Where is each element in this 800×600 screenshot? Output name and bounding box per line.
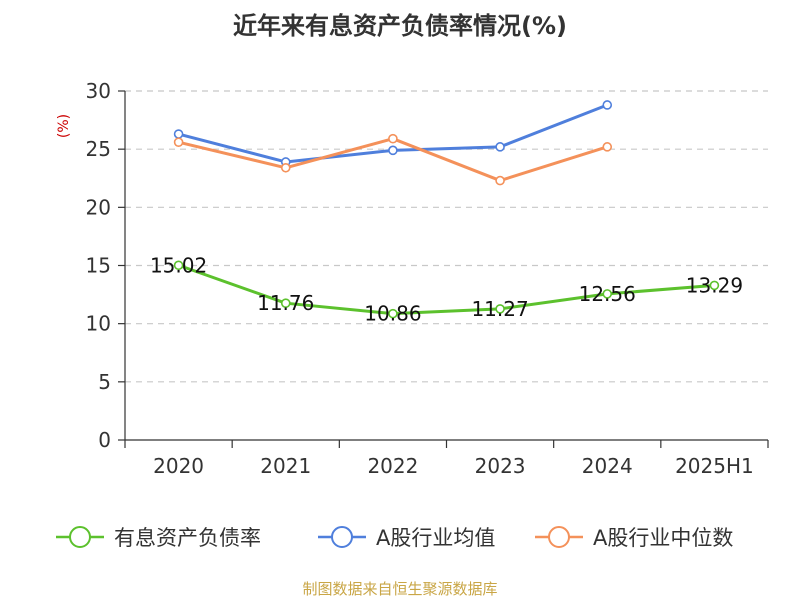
legend-swatch-marker <box>548 526 570 548</box>
x-tick-label: 2025H1 <box>675 454 754 478</box>
data-point <box>173 137 184 147</box>
y-tick-label: 5 <box>98 370 111 394</box>
legend-swatch-marker <box>69 526 91 548</box>
data-label: 15.02 <box>150 253 207 277</box>
y-tick-label: 25 <box>86 137 111 161</box>
series-line <box>177 137 609 183</box>
data-point <box>280 298 291 308</box>
data-label: 10.86 <box>364 302 421 326</box>
data-label: 11.27 <box>471 297 528 321</box>
chart-title: 近年来有息资产负债率情况(%) <box>233 12 567 40</box>
x-tick-label: 2021 <box>260 454 311 478</box>
data-label: 11.76 <box>257 291 314 315</box>
legend-label: 有息资产负债率 <box>114 526 261 550</box>
data-point <box>173 129 184 139</box>
x-tick-label: 2023 <box>475 454 526 478</box>
legend-label: A股行业中位数 <box>593 526 733 550</box>
x-tick-label: 2022 <box>367 454 418 478</box>
x-tick-label: 2020 <box>153 454 204 478</box>
axes: 0 5 10 15 20 25 30 2020 2021 2022 2023 2024 2025H1 <box>86 79 769 478</box>
y-tick-label: 0 <box>98 428 111 452</box>
data-point <box>602 100 613 110</box>
data-point <box>495 142 505 152</box>
data-point <box>388 145 398 156</box>
source-note: 制图数据来自恒生聚源数据库 <box>302 580 497 598</box>
legend-swatch-marker <box>331 526 353 548</box>
legend: 有息资产负债率 A股行业均值 A股行业中位数 <box>56 526 733 550</box>
data-point <box>602 289 613 299</box>
grid-lines <box>125 90 768 383</box>
data-label: 13.29 <box>686 273 743 297</box>
data-point <box>495 304 505 314</box>
series-line <box>177 263 716 316</box>
y-tick-label: 20 <box>86 195 111 219</box>
y-tick-label: 30 <box>86 79 111 103</box>
data-labels: 15.02 11.76 10.86 11.27 12.56 13.29 <box>150 253 743 325</box>
data-point <box>173 260 184 271</box>
data-point <box>602 142 613 152</box>
data-point <box>280 162 291 173</box>
y-tick-label: 15 <box>86 254 111 278</box>
y-tick-label: 10 <box>86 312 111 336</box>
data-point <box>495 175 505 186</box>
x-tick-label: 2024 <box>582 454 633 478</box>
data-label: 12.56 <box>579 282 636 306</box>
data-point <box>388 308 398 319</box>
data-point <box>709 280 720 291</box>
data-point <box>388 133 398 144</box>
y-axis-unit-label: (%) <box>56 114 72 138</box>
legend-label: A股行业均值 <box>376 526 495 550</box>
series-lines <box>173 100 720 319</box>
